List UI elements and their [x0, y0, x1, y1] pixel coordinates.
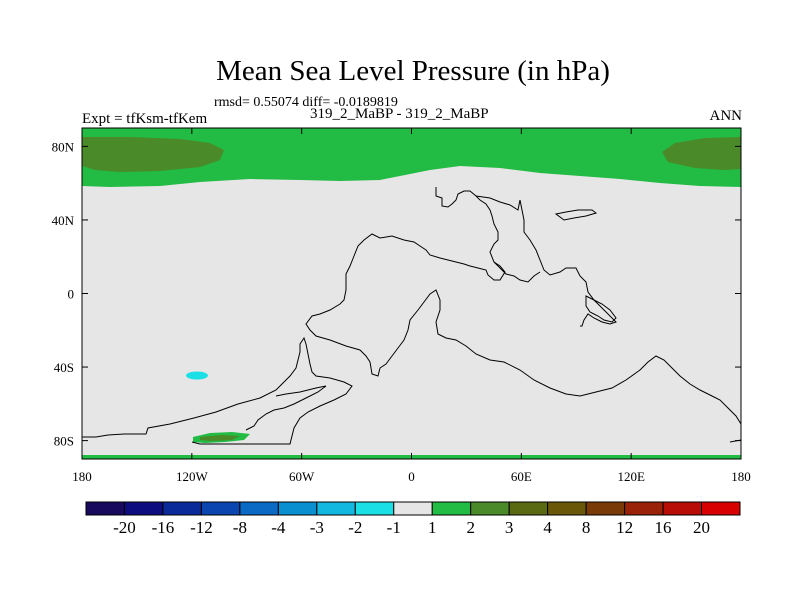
colorbar-label: 3 [505, 518, 514, 537]
map-background [82, 128, 741, 459]
stats-subtitle: rmsd= 0.55074 diff= -0.0189819 [214, 95, 398, 110]
x-tick-label: 0 [408, 469, 415, 484]
region-antarctic-peninsula-core [200, 435, 240, 441]
colorbar-label: -1 [387, 518, 401, 537]
region-south-pacific-cyan-patch [186, 371, 208, 380]
colorbar-swatch [431, 501, 472, 516]
colorbar-label: -12 [190, 518, 213, 537]
colorbar-swatch [123, 501, 164, 516]
colorbar-label: -20 [113, 518, 136, 537]
colorbar-swatch [662, 501, 703, 516]
colorbar-label: 1 [428, 518, 437, 537]
y-tick-label: 40S [54, 360, 74, 375]
colorbar-swatch [701, 501, 741, 516]
x-tick-label: 120E [617, 469, 645, 484]
colorbar: -20 -16 -12 -8 -4 -3 -2 -1 1 2 3 4 8 12 16 20 [85, 501, 741, 537]
colorbar-swatch [393, 501, 433, 516]
y-tick-label: 80N [52, 139, 75, 154]
colorbar-swatch [162, 501, 202, 516]
season-label: ANN [709, 108, 743, 124]
case-label: 319_2_MaBP - 319_2_MaBP [310, 106, 489, 122]
colorbar-swatch [624, 501, 664, 516]
colorbar-swatch [277, 501, 318, 516]
colorbar-swatch [239, 501, 279, 516]
colorbar-swatch [547, 501, 587, 516]
y-tick-label: 80S [54, 434, 74, 449]
colorbar-label: 16 [655, 518, 672, 537]
colorbar-label: -4 [271, 518, 286, 537]
region-arctic-core-west [82, 137, 224, 172]
region-northern-high-latitudes [82, 128, 741, 187]
colorbar-swatch [354, 501, 395, 516]
experiment-label: Expt = tfKsm-tfKem [82, 111, 208, 127]
chart-title: Mean Sea Level Pressure (in hPa) [216, 55, 610, 87]
colorbar-label: 8 [582, 518, 591, 537]
colorbar-swatch [508, 501, 549, 516]
colorbar-swatch [85, 501, 125, 516]
region-arctic-core-east [662, 137, 741, 170]
y-tick-label: 40N [52, 213, 75, 228]
colorbar-label: 2 [466, 518, 475, 537]
colorbar-swatch [470, 501, 510, 516]
colorbar-label: 4 [543, 518, 552, 537]
coastlines [82, 187, 742, 445]
colorbar-label: -3 [310, 518, 324, 537]
x-tick-label: 60W [289, 469, 315, 484]
x-tick-label: 180 [72, 469, 92, 484]
colorbar-swatch [200, 501, 241, 516]
x-tick-label: 180 [731, 469, 751, 484]
colorbar-label: 20 [693, 518, 710, 537]
colorbar-label: -2 [348, 518, 362, 537]
colorbar-label: 12 [616, 518, 633, 537]
x-tick-label: 60E [511, 469, 532, 484]
y-axis: 80N 40N 0 40S 80S [52, 139, 741, 449]
x-axis: 180 120W 60W 0 60E 120E 180 [72, 128, 751, 484]
colorbar-swatch [316, 501, 356, 516]
x-tick-label: 120W [176, 469, 209, 484]
colorbar-label: -8 [233, 518, 247, 537]
y-tick-label: 0 [68, 287, 75, 302]
colorbar-label: -16 [152, 518, 175, 537]
colorbar-swatch [585, 501, 626, 516]
